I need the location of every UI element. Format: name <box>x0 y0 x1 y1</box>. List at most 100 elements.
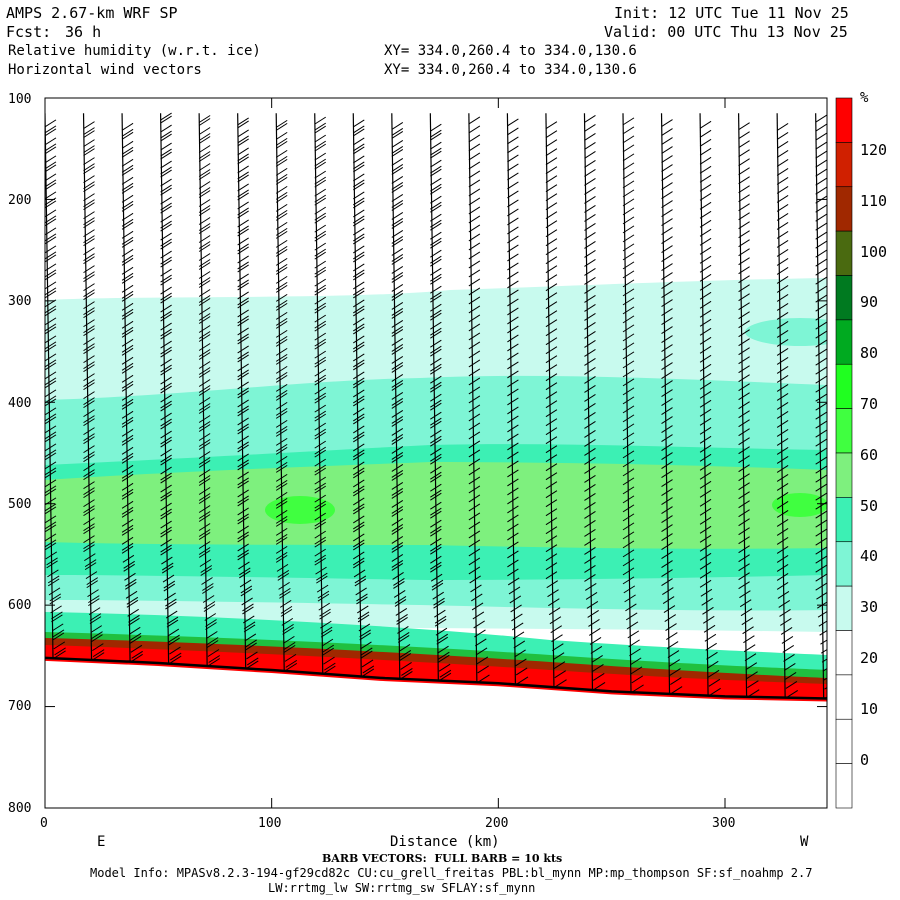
wind-barb-flag <box>314 428 327 437</box>
wind-barb-flag <box>507 316 519 325</box>
wind-barb-flag <box>121 392 134 401</box>
wind-barb-column <box>815 113 827 699</box>
wind-barb-flag <box>352 395 365 404</box>
model-info: Model Info: MPASv8.2.3-194-gf29cd82c CU:… <box>90 866 813 880</box>
wind-barb-flag <box>352 449 365 458</box>
wind-barb-flag <box>83 307 95 316</box>
wind-barb-flag <box>83 364 95 373</box>
wind-barb-flag <box>707 669 720 678</box>
wind-barb-flag <box>391 182 404 190</box>
wind-barb-flag <box>160 382 172 391</box>
wind-barb-flag <box>399 653 412 661</box>
wind-barb-flag <box>352 380 365 389</box>
colorbar-swatch <box>835 97 853 143</box>
wind-barb-flag <box>738 158 750 167</box>
wind-barb-flag <box>237 444 249 453</box>
wind-barb-flag <box>237 441 249 450</box>
terrain-surface-line <box>45 656 827 700</box>
wind-barb-flag <box>45 161 57 170</box>
wind-barb-flag <box>160 421 172 430</box>
wind-barb-flag <box>160 160 172 169</box>
wind-barb-flag <box>52 629 65 638</box>
wind-barb-flag <box>198 541 211 549</box>
wind-barb-flag <box>622 153 635 162</box>
wind-barb-flag <box>584 357 596 366</box>
wind-barb-flag <box>699 165 712 174</box>
wind-barb-flag <box>356 596 368 605</box>
wind-barb-flag <box>237 552 249 561</box>
wind-barb-flag <box>545 184 558 193</box>
wind-barb-flag <box>430 429 442 438</box>
wind-barb-flag <box>661 362 673 371</box>
wind-barb-flag <box>45 542 57 551</box>
wind-barb-flag <box>314 410 327 419</box>
field-name-rh: Relative humidity (w.r.t. ice) <box>8 43 261 59</box>
wind-barb-flag <box>815 393 827 402</box>
wind-barb-flag <box>471 602 484 611</box>
wind-barb-flag <box>661 578 673 587</box>
wind-barb-flag <box>699 291 712 300</box>
wind-barb-flag <box>237 387 249 396</box>
wind-barb-flag <box>45 182 57 191</box>
wind-barb-flag <box>160 313 172 322</box>
wind-barb-flag <box>545 121 558 130</box>
wind-barb-flag <box>51 614 63 623</box>
wind-barb-flag <box>275 347 288 356</box>
wind-barb-flag <box>430 393 442 402</box>
wind-barb-flag <box>776 312 789 320</box>
wind-barb-flag <box>545 562 558 571</box>
wind-barb-flag <box>622 297 635 306</box>
wind-barb-flag <box>198 118 211 126</box>
wind-barb-flag <box>45 137 57 146</box>
wind-barb-flag <box>45 344 57 353</box>
wind-barb-flag <box>513 640 526 649</box>
wind-barb-flag <box>661 182 673 191</box>
wind-barb-flag <box>430 141 442 150</box>
wind-barb-flag <box>314 374 327 383</box>
wind-barb-flag <box>160 304 172 313</box>
wind-barb-flag <box>703 624 716 633</box>
wind-barb-staff <box>660 113 671 694</box>
wind-barb-flag <box>237 354 249 363</box>
wind-barb-flag <box>352 344 365 353</box>
colorbar-swatch <box>835 497 853 543</box>
wind-barb-flag <box>352 173 365 182</box>
wind-barb-flag <box>468 296 481 305</box>
wind-barb-flag <box>661 452 673 461</box>
wind-barb-flag <box>815 573 827 582</box>
wind-barb-flag <box>237 363 249 372</box>
wind-barb-flag <box>622 126 635 135</box>
wind-barb-flag <box>699 390 712 399</box>
wind-barb-staff <box>622 113 632 692</box>
wind-barb-flag <box>430 147 442 156</box>
wind-barb-flag <box>237 273 249 282</box>
wind-barb-staff <box>583 113 594 690</box>
wind-barb-flag <box>622 567 635 576</box>
wind-barb-flag <box>622 378 635 387</box>
wind-barb-flag <box>237 534 249 543</box>
wind-barb-flag <box>780 627 793 635</box>
wind-barb-flag <box>391 344 404 352</box>
wind-barb-flag <box>198 439 211 447</box>
wind-barb-flag <box>507 343 519 352</box>
colorbar-label: 0 <box>860 751 870 769</box>
wind-barb-column <box>391 113 413 679</box>
colorbar-swatch <box>835 763 853 809</box>
wind-barb-flag <box>468 413 481 422</box>
wind-barb-column <box>237 113 259 669</box>
wind-barb-flag <box>198 271 211 279</box>
wind-barb-flag <box>709 687 721 696</box>
wind-barb-flag <box>699 129 712 138</box>
wind-barb-flag <box>622 324 635 333</box>
wind-barb-flag <box>121 302 134 311</box>
wind-barb-flag <box>121 398 134 407</box>
wind-barb-flag <box>198 316 211 324</box>
wind-barb-flag <box>352 443 365 452</box>
wind-barb-flag <box>552 643 564 652</box>
wind-barb-flag <box>160 436 172 445</box>
colorbar-swatch <box>835 275 853 321</box>
wind-barb-flag <box>584 456 596 465</box>
wind-barb-flag <box>430 123 442 132</box>
wind-barb-flag <box>83 343 95 352</box>
wind-barb-flag <box>275 401 288 410</box>
